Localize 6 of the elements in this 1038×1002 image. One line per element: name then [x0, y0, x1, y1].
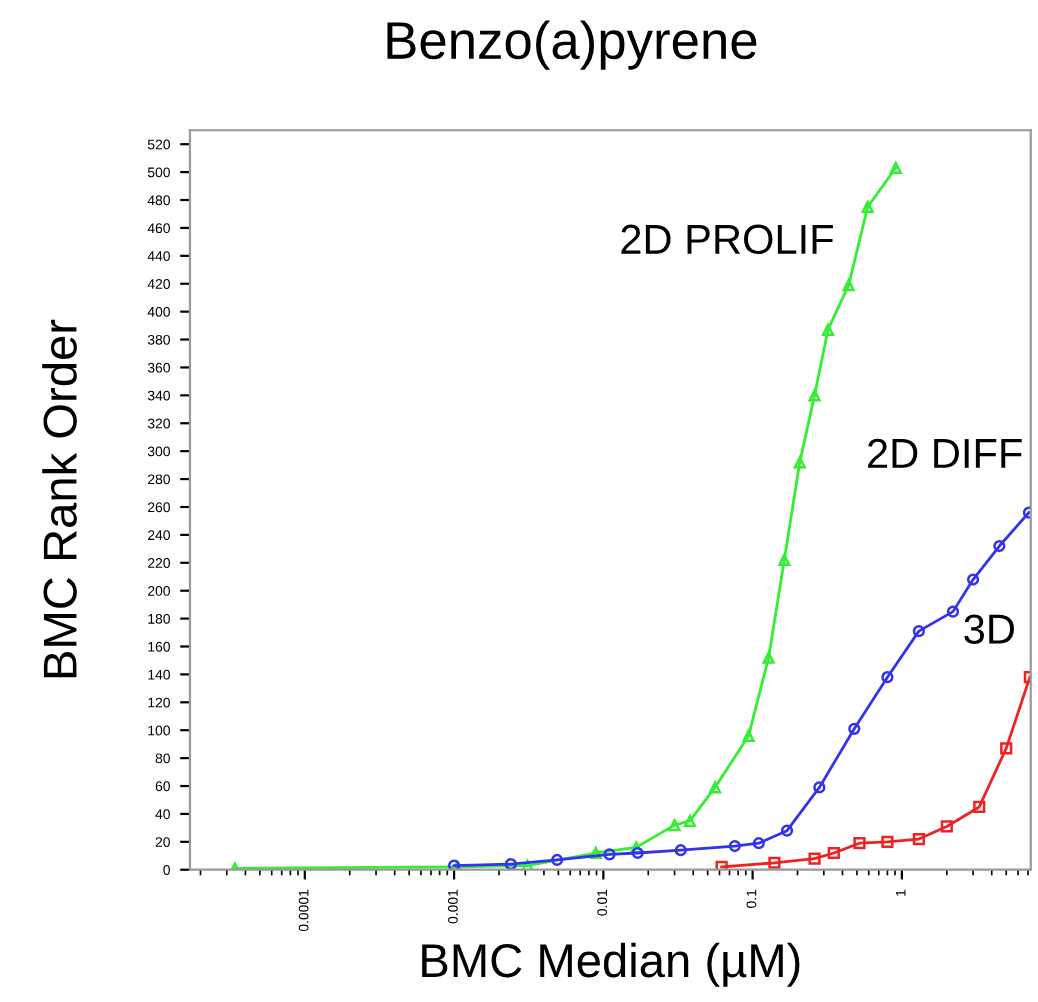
x-axis-title: BMC Median (µM): [422, 942, 800, 987]
chart-title: Benzo(a)pyrene: [387, 20, 757, 70]
series-label: 3D: [964, 614, 1014, 644]
series-label: 2D DIFF: [868, 438, 1022, 468]
y-axis-title: BMC Rank Order: [42, 319, 77, 678]
series-label: 2D PROLIF: [621, 224, 833, 255]
